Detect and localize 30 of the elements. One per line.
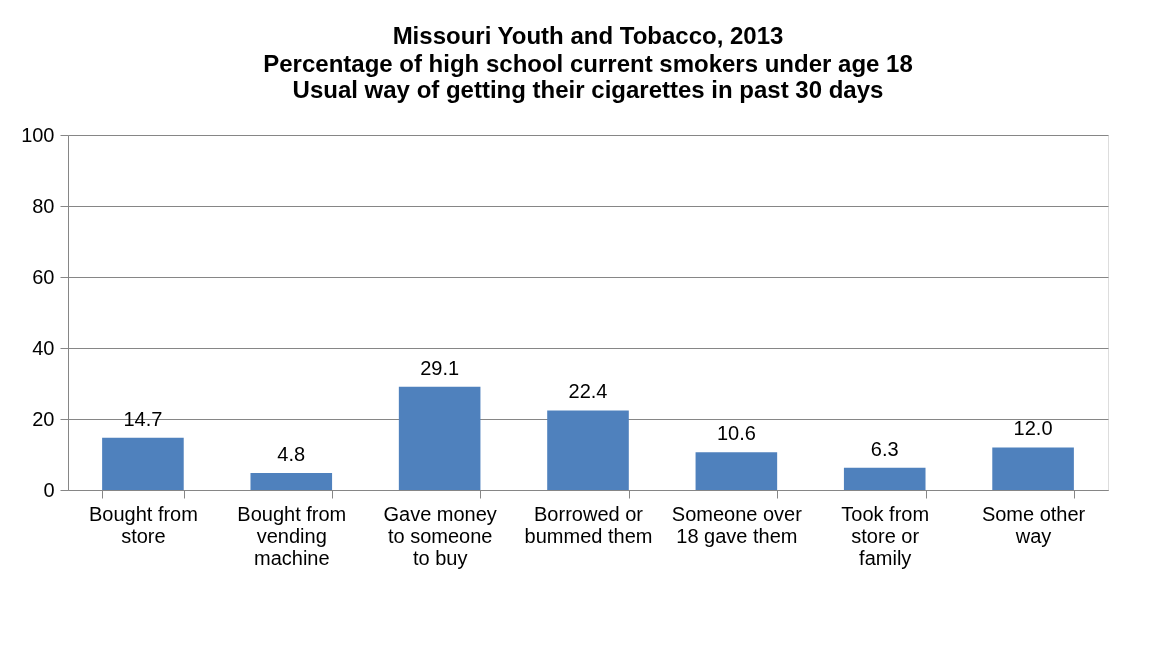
bar — [843, 467, 926, 490]
data-label: 4.8 — [277, 442, 306, 465]
bar — [102, 437, 184, 490]
bar — [695, 452, 778, 490]
y-tick-label: 100 — [21, 123, 55, 146]
text: Usual way of getting their cigarettes in past 30 days — [292, 76, 884, 103]
data-label: 29.1 — [420, 356, 460, 379]
x-tick-label: Some other way — [981, 502, 1086, 547]
bar — [250, 472, 333, 490]
data-label: 22.4 — [568, 380, 608, 403]
data-label: 6.3 — [870, 437, 899, 460]
data-label: 10.6 — [716, 422, 756, 445]
y-tick-label: 40 — [32, 336, 55, 359]
x-tick-label: Bought from store — [88, 502, 198, 547]
data-label: 12.0 — [1013, 417, 1053, 440]
bar — [547, 410, 629, 490]
data-label: 14.7 — [123, 407, 163, 430]
y-tick-label: 80 — [32, 194, 55, 217]
x-tick-label: Someone over 18 gave them — [671, 502, 803, 547]
x-tick-label: Bought from vending machine — [237, 502, 347, 569]
y-tick-label: 0 — [43, 478, 55, 501]
x-tick-label: Gave money to someone to buy — [383, 502, 497, 569]
text: Percentage of high school current smokers under age 18 — [263, 50, 913, 77]
chart-title: Missouri Youth and Tobacco, 2013 — [392, 22, 784, 49]
x-tick-label: Took from store or family — [841, 502, 930, 569]
bar — [992, 447, 1074, 490]
y-tick-label: 20 — [32, 407, 55, 430]
x-tick-label: Borrowed or bummed them — [524, 502, 653, 547]
y-tick-label: 60 — [32, 265, 55, 288]
bar — [398, 386, 481, 490]
